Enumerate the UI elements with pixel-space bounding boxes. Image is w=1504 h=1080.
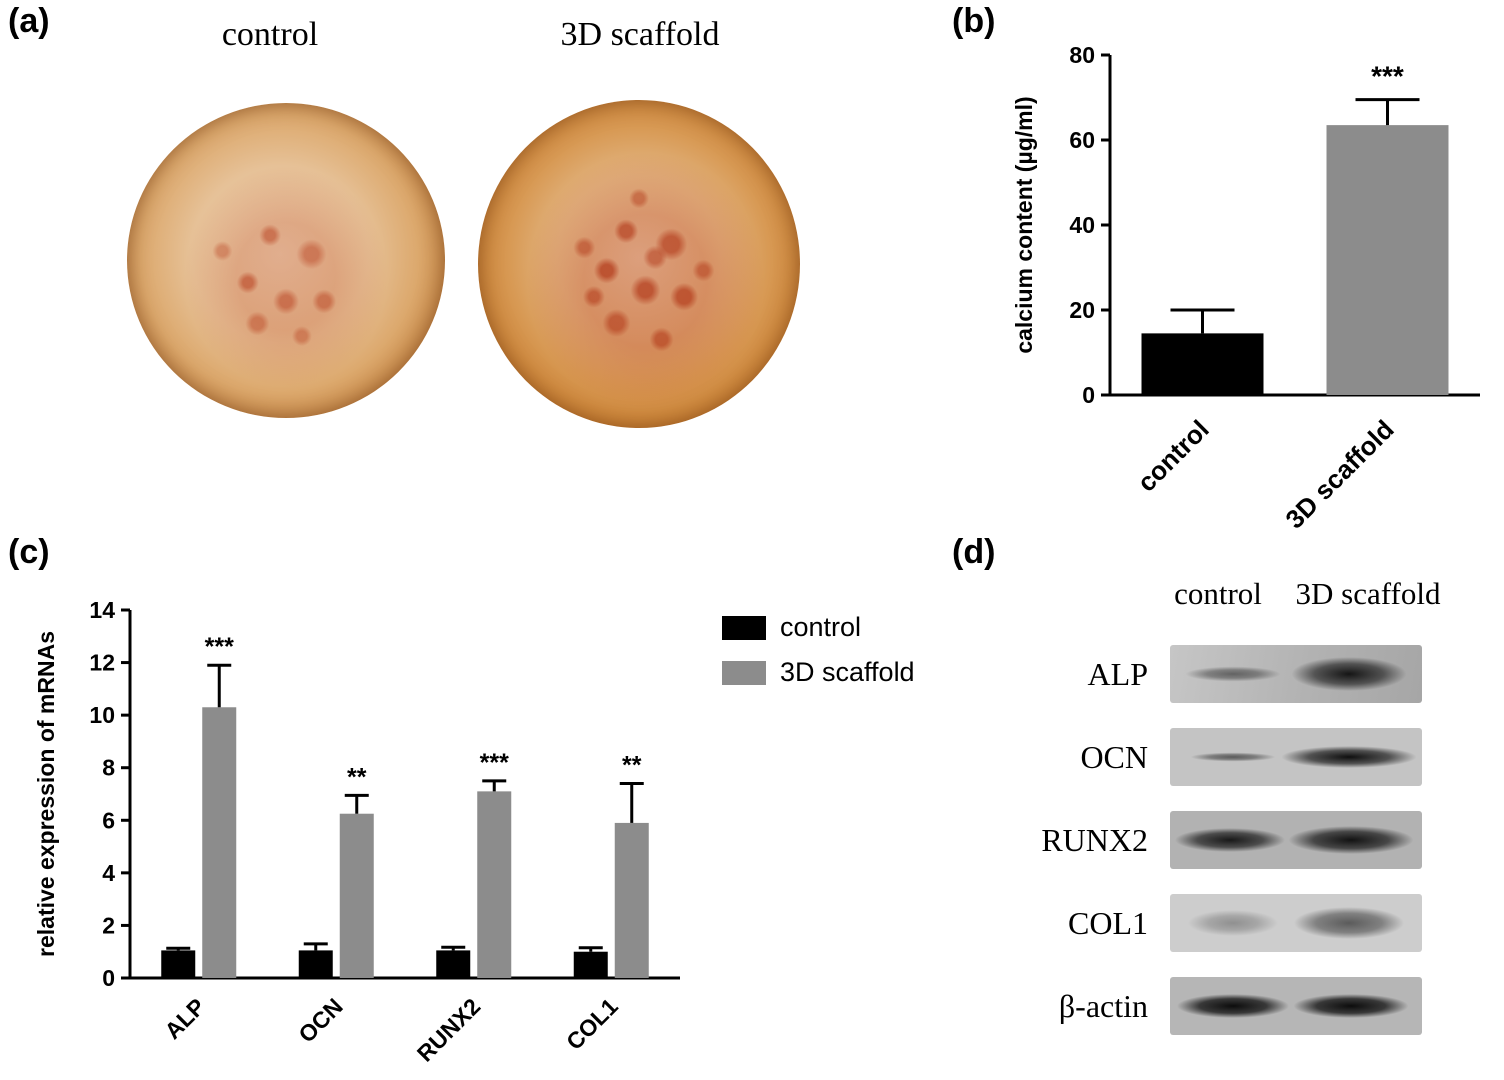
blot-band-control — [1188, 910, 1278, 936]
blot-image-ocn — [1170, 728, 1422, 786]
svg-text:calcium content (µg/ml): calcium content (µg/ml) — [1011, 96, 1037, 353]
blot-rows: ALP OCN RUNX2 COL1 — [952, 645, 1422, 1060]
blot-band-scaffold — [1293, 994, 1409, 1018]
legend-label-scaffold: 3D scaffold — [780, 657, 915, 687]
alizarin-dish-scaffold — [478, 100, 800, 428]
chart-b: 0 20 40 60 80 calcium content (µg/ml) control *… — [1011, 42, 1480, 534]
panel-d-tag: (d) — [952, 533, 996, 571]
svg-text:12: 12 — [89, 650, 115, 676]
svg-text:3D scaffold: 3D scaffold — [1279, 414, 1399, 534]
svg-text:COL1: COL1 — [561, 993, 623, 1055]
alizarin-dish-control — [127, 103, 445, 418]
blot-row-ocn: OCN — [952, 728, 1422, 786]
svg-text:8: 8 — [102, 755, 115, 781]
blot-column-headers: control 3D scaffold — [1158, 576, 1458, 612]
svg-text:20: 20 — [1069, 297, 1095, 323]
legend-item-scaffold: 3D scaffold — [722, 657, 915, 688]
svg-text:***: *** — [205, 633, 234, 661]
blot-band-scaffold — [1293, 907, 1404, 939]
legend-swatch-control — [722, 615, 766, 640]
blot-row-runx2: RUNX2 — [952, 811, 1422, 869]
blot-band-control — [1185, 666, 1281, 682]
svg-text:2: 2 — [102, 912, 115, 938]
svg-text:0: 0 — [102, 965, 115, 991]
blot-image-runx2 — [1170, 811, 1422, 869]
svg-text:60: 60 — [1069, 127, 1095, 153]
legend-item-control: control — [722, 612, 915, 643]
dish-label-control: control — [221, 16, 319, 53]
blot-band-scaffold — [1281, 746, 1417, 768]
legend-swatch-scaffold — [722, 660, 766, 685]
blot-label-runx2: RUNX2 — [1041, 821, 1148, 858]
panel-b-tag: (b) — [952, 2, 996, 40]
svg-text:***: *** — [480, 749, 509, 777]
svg-text:ALP: ALP — [159, 993, 210, 1044]
svg-text:control: control — [1131, 414, 1215, 498]
svg-text:***: *** — [1371, 61, 1404, 92]
dish-label-scaffold: 3D scaffold — [560, 16, 720, 53]
svg-text:10: 10 — [89, 702, 115, 728]
svg-text:4: 4 — [102, 860, 115, 886]
blot-label-col1: COL1 — [1068, 904, 1148, 941]
svg-text:0: 0 — [1082, 382, 1095, 408]
blot-band-control — [1177, 994, 1289, 1018]
svg-text:80: 80 — [1069, 42, 1095, 68]
blot-band-scaffold — [1291, 657, 1407, 691]
legend-label-control: control — [780, 612, 862, 642]
svg-text:RUNX2: RUNX2 — [412, 993, 486, 1067]
blot-label-actin: β-actin — [1058, 987, 1148, 1024]
svg-text:**: ** — [622, 751, 642, 779]
svg-text:OCN: OCN — [293, 993, 348, 1048]
blot-image-col1 — [1170, 894, 1422, 952]
panel-a-tag: (a) — [8, 2, 50, 40]
blot-image-alp — [1170, 645, 1422, 703]
svg-text:relative expression of mRNAs: relative expression of mRNAs — [33, 631, 59, 957]
svg-text:6: 6 — [102, 807, 115, 833]
blot-header-scaffold: 3D scaffold — [1295, 576, 1441, 611]
svg-text:40: 40 — [1069, 212, 1095, 238]
blot-band-control — [1190, 752, 1276, 762]
blot-header-control: control — [1174, 576, 1262, 611]
blot-row-alp: ALP — [952, 645, 1422, 703]
blot-label-ocn: OCN — [1080, 738, 1148, 775]
chart-c-legend: control 3D scaffold — [722, 612, 915, 702]
svg-text:**: ** — [347, 763, 367, 791]
blot-row-actin: β-actin — [952, 977, 1422, 1035]
blot-row-col1: COL1 — [952, 894, 1422, 952]
blot-image-actin — [1170, 977, 1422, 1035]
panel-c-tag: (c) — [8, 533, 50, 571]
blot-band-control — [1175, 828, 1286, 852]
chart-c: 0 2 4 6 8 10 12 14 relative expression of mRNAs *… — [33, 597, 680, 1067]
svg-text:14: 14 — [89, 597, 115, 623]
blot-label-alp: ALP — [1087, 655, 1148, 692]
blot-band-scaffold — [1288, 826, 1414, 854]
